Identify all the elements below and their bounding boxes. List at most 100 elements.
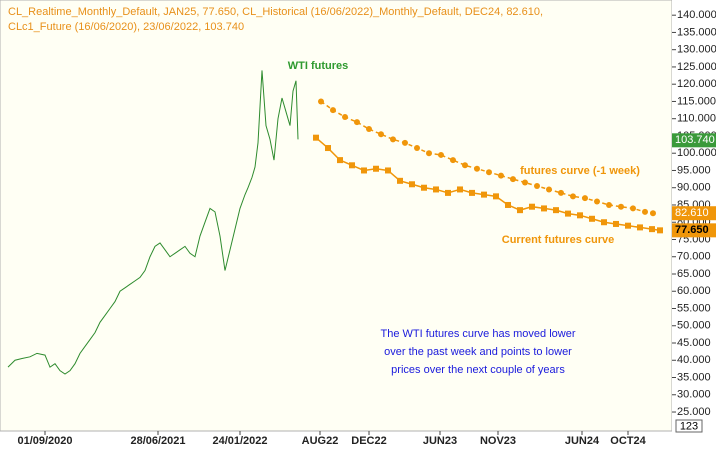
marker <box>618 203 624 210</box>
x-tick-label: DEC22 <box>351 435 386 447</box>
annotation: Current futures curve <box>502 234 614 246</box>
marker <box>630 205 636 212</box>
y-tick-label: 70.000 <box>677 251 711 263</box>
marker <box>505 201 511 208</box>
marker <box>438 151 444 158</box>
marker <box>657 227 663 234</box>
marker <box>649 226 655 233</box>
price-tag <box>672 133 716 148</box>
marker <box>529 203 535 210</box>
marker <box>318 98 324 105</box>
marker <box>582 195 588 202</box>
marker <box>445 189 451 196</box>
marker <box>558 189 564 196</box>
marker <box>510 176 516 183</box>
marker <box>589 215 595 222</box>
marker <box>481 191 487 198</box>
price-tag-label: 103.740 <box>675 134 715 146</box>
marker <box>486 169 492 176</box>
marker <box>385 167 391 174</box>
x-tick-label: JUN24 <box>565 435 600 447</box>
y-tick-label: 110.000 <box>677 113 716 125</box>
price-tag <box>672 206 716 221</box>
marker <box>577 212 583 219</box>
y-tick-label: 115.000 <box>677 95 716 107</box>
annotation: prices over the next couple of years <box>391 364 565 376</box>
marker <box>565 210 571 217</box>
y-tick-label: 120.000 <box>677 78 716 90</box>
marker <box>414 145 420 152</box>
price-tag-label: 77.650 <box>675 224 709 236</box>
x-tick-label: JUN23 <box>423 435 457 447</box>
y-tick-label: 55.000 <box>677 302 711 314</box>
marker <box>421 184 427 191</box>
x-tick-label: AUG22 <box>302 435 339 447</box>
y-tick-label: 30.000 <box>677 389 711 401</box>
marker <box>541 205 547 212</box>
marker <box>373 165 379 172</box>
marker <box>625 222 631 229</box>
marker <box>570 193 576 200</box>
marker <box>462 162 468 169</box>
marker <box>469 189 475 196</box>
zoom-label[interactable]: 123 <box>680 420 698 432</box>
marker <box>397 177 403 184</box>
marker <box>349 162 355 169</box>
marker <box>606 201 612 208</box>
marker <box>498 172 504 179</box>
marker <box>330 107 336 114</box>
y-tick-label: 100.000 <box>677 147 716 159</box>
marker <box>546 186 552 193</box>
marker <box>409 181 415 188</box>
y-tick-label: 135.000 <box>677 26 716 38</box>
annotation: WTI futures <box>288 60 349 72</box>
y-tick-label: 25.000 <box>677 406 711 418</box>
y-tick-label: 65.000 <box>677 268 711 280</box>
zoom-box[interactable] <box>675 419 703 433</box>
plot-area <box>0 0 673 432</box>
marker <box>601 219 607 226</box>
annotation: over the past week and points to lower <box>384 346 572 358</box>
annotation: futures curve (-1 week) <box>520 165 640 177</box>
y-tick-label: 60.000 <box>677 285 711 297</box>
marker <box>325 145 331 152</box>
marker <box>474 165 480 172</box>
marker <box>361 167 367 174</box>
header-line: CLc1_Future (16/06/2020), 23/06/2022, 10… <box>8 21 244 33</box>
marker <box>613 220 619 227</box>
marker <box>337 157 343 164</box>
marker <box>493 193 499 200</box>
marker <box>433 186 439 193</box>
y-tick-label: 130.000 <box>677 44 716 56</box>
y-tick-label: 40.000 <box>677 354 711 366</box>
x-tick-label: OCT24 <box>610 435 646 447</box>
y-tick-label: 140.000 <box>677 9 716 21</box>
x-tick-label: 01/09/2020 <box>17 435 72 447</box>
y-tick-label: 90.000 <box>677 182 711 194</box>
marker <box>402 139 408 146</box>
y-tick-label: 50.000 <box>677 320 711 332</box>
y-tick-label: 35.000 <box>677 371 711 383</box>
x-tick-label: 24/01/2022 <box>212 435 267 447</box>
marker <box>642 208 648 215</box>
y-tick-label: 45.000 <box>677 337 711 349</box>
marker <box>637 224 643 231</box>
marker <box>522 179 528 186</box>
marker <box>553 207 559 214</box>
price-tag-label: 82.610 <box>675 207 709 219</box>
marker <box>450 157 456 164</box>
marker <box>313 134 319 141</box>
marker <box>378 131 384 138</box>
marker <box>354 119 360 126</box>
x-tick-label: NOV23 <box>480 435 516 447</box>
x-tick-label: 28/06/2021 <box>130 435 185 447</box>
y-tick-label: 125.000 <box>677 61 716 73</box>
marker <box>594 198 600 205</box>
marker <box>650 210 656 217</box>
marker <box>366 126 372 133</box>
marker <box>534 182 540 189</box>
header-line: CL_Realtime_Monthly_Default, JAN25, 77.6… <box>8 6 543 18</box>
marker <box>426 150 432 157</box>
marker <box>342 113 348 120</box>
